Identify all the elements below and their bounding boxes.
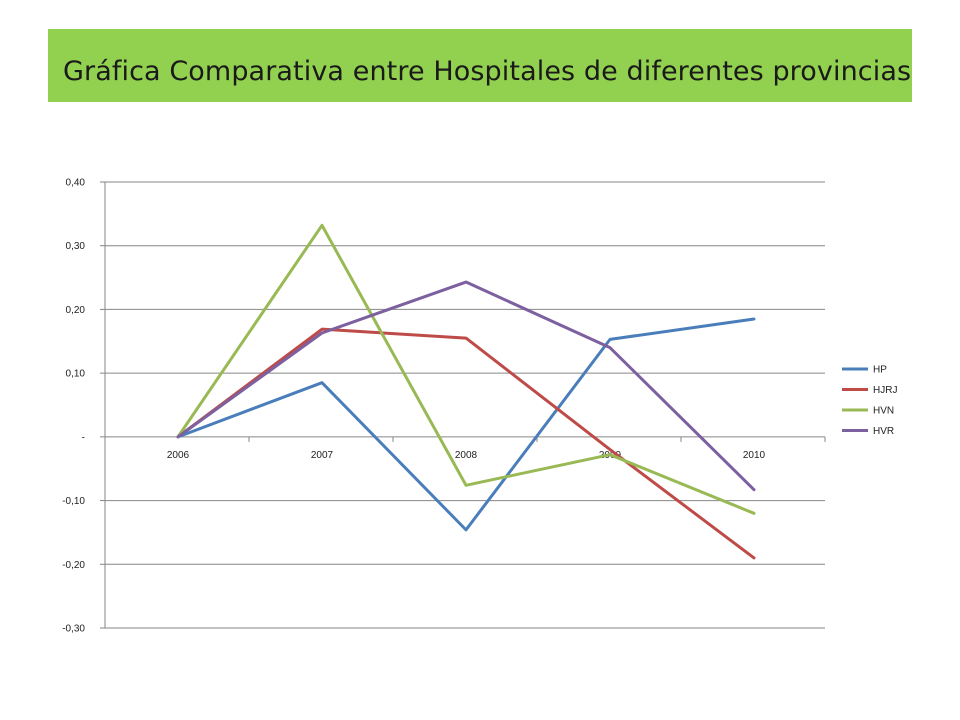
y-tick-label: -	[82, 432, 85, 443]
y-tick-label: 0,30	[66, 241, 86, 252]
y-tick-label: -0,20	[62, 560, 85, 571]
legend-label-hvr: HVR	[873, 426, 894, 437]
series-line-hp	[176, 317, 756, 532]
series-line-hjrj	[176, 327, 756, 560]
title-banner	[48, 29, 912, 102]
legend: HP HJRJ HVN HVR	[842, 365, 897, 437]
y-tick-label: 0,10	[66, 369, 86, 380]
series-line-hvn	[176, 223, 756, 515]
legend-label-hp: HP	[873, 365, 887, 376]
x-tick-label: 2007	[311, 450, 334, 461]
x-tick-label: 2006	[167, 450, 190, 461]
series-line-hvr	[176, 280, 756, 492]
gridlines	[105, 181, 825, 629]
legend-label-hvn: HVN	[873, 406, 894, 417]
axes: 0,40 0,30 0,20 0,10 - -0,10 -0,20 -0,30 2006 2007…	[62, 178, 826, 635]
y-tick-label: -0,10	[62, 496, 85, 507]
x-tick-label: 2008	[455, 450, 478, 461]
y-tick-label: 0,20	[66, 305, 86, 316]
series-lines	[176, 223, 756, 560]
legend-label-hjrj: HJRJ	[873, 385, 897, 396]
slide-title: Gráfica Comparativa entre Hospitales de …	[63, 56, 912, 87]
y-tick-label: 0,40	[66, 178, 86, 189]
y-tick-label: -0,30	[62, 624, 85, 635]
x-tick-label: 2010	[743, 450, 766, 461]
